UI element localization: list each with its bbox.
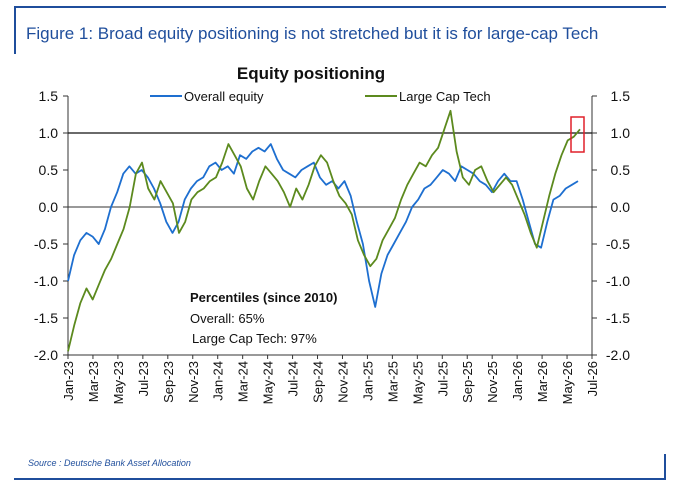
figure-header: Figure 1: Broad equity positioning is no… xyxy=(14,6,666,54)
x-tick-label: Mar-26 xyxy=(535,361,550,402)
x-tick-label: Jan-25 xyxy=(360,361,375,401)
x-tick-label: Sep-24 xyxy=(311,361,326,403)
equity-positioning-chart: Equity positioning Overall equity Large … xyxy=(34,64,630,404)
x-tick-label: May-23 xyxy=(111,361,126,404)
x-tick-label: Sep-23 xyxy=(161,361,176,403)
x-tick-label: Jul-23 xyxy=(136,361,151,396)
x-tick-label: Nov-23 xyxy=(186,361,201,403)
footer-vertical-rule xyxy=(664,454,666,480)
footer-horizontal-rule xyxy=(14,478,666,480)
figure-footer: Source : Deutsche Bank Asset Allocation xyxy=(14,440,666,480)
y-tick-label-left: -2.0 xyxy=(34,347,58,363)
x-tick-label: Nov-25 xyxy=(485,361,500,403)
x-tick-label: Jan-23 xyxy=(61,361,76,401)
x-tick-label: Nov-24 xyxy=(335,361,350,403)
series-layer xyxy=(67,109,581,352)
header-vertical-rule xyxy=(14,6,16,54)
x-tick-label: Sep-25 xyxy=(460,361,475,403)
percentiles-heading: Percentiles (since 2010) xyxy=(190,290,337,305)
y-tick-label-right: 1.5 xyxy=(611,88,631,104)
x-tick-label: Jul-25 xyxy=(435,361,450,396)
overall-equity-line xyxy=(67,143,579,308)
percentile-annotation: Percentiles (since 2010) Overall: 65% La… xyxy=(190,290,337,346)
y-tick-label-left: 0.0 xyxy=(39,199,59,215)
x-tick-label: Jan-26 xyxy=(510,361,525,401)
y-tick-label-right: -1.5 xyxy=(606,310,630,326)
figure-title: Figure 1: Broad equity positioning is no… xyxy=(26,24,599,43)
y-tick-label-left: -0.5 xyxy=(34,236,58,252)
y-tick-label-left: 0.5 xyxy=(39,162,59,178)
y-tick-label-left: -1.5 xyxy=(34,310,58,326)
x-tick-label: Mar-24 xyxy=(236,361,251,402)
large-cap-tech-line xyxy=(67,109,581,352)
y-tick-label-right: -2.0 xyxy=(606,347,630,363)
y-tick-label-left: 1.5 xyxy=(39,88,59,104)
legend: Overall equity Large Cap Tech xyxy=(150,89,491,104)
x-axis-ticks: Jan-23 Mar-23 May-23 Jul-23 Sep-23 Nov-23 Jan-… xyxy=(61,355,600,404)
legend-overall-label: Overall equity xyxy=(184,89,264,104)
x-tick-label: May-25 xyxy=(410,361,425,404)
y-tick-label-left: -1.0 xyxy=(34,273,58,289)
x-tick-label: Mar-25 xyxy=(385,361,400,402)
y-axis-ticks: 1.5 1.0 0.5 0.0 -0.5 -1.0 -1.5 -2.0 1.5 1.0 0.5 0.0… xyxy=(34,88,630,363)
x-tick-label: Jul-26 xyxy=(585,361,600,396)
plot-area xyxy=(67,96,593,356)
highlight-box xyxy=(570,116,585,153)
y-tick-label-right: 0.0 xyxy=(611,199,631,215)
percentile-overall: Overall: 65% xyxy=(190,311,265,326)
percentile-tech: Large Cap Tech: 97% xyxy=(192,331,317,346)
x-tick-label: Jan-24 xyxy=(211,361,226,401)
legend-tech-label: Large Cap Tech xyxy=(399,89,491,104)
chart-title: Equity positioning xyxy=(237,64,385,83)
header-horizontal-rule xyxy=(16,6,666,8)
x-tick-label: May-24 xyxy=(261,361,276,404)
x-tick-label: Mar-23 xyxy=(86,361,101,402)
y-tick-label-right: 0.5 xyxy=(611,162,631,178)
y-tick-label-right: -0.5 xyxy=(606,236,630,252)
y-tick-label-right: 1.0 xyxy=(611,125,631,141)
x-tick-label: May-26 xyxy=(560,361,575,404)
y-tick-label-left: 1.0 xyxy=(39,125,59,141)
x-tick-label: Jul-24 xyxy=(286,361,301,396)
source-note: Source : Deutsche Bank Asset Allocation xyxy=(28,458,191,468)
y-tick-label-right: -1.0 xyxy=(606,273,630,289)
